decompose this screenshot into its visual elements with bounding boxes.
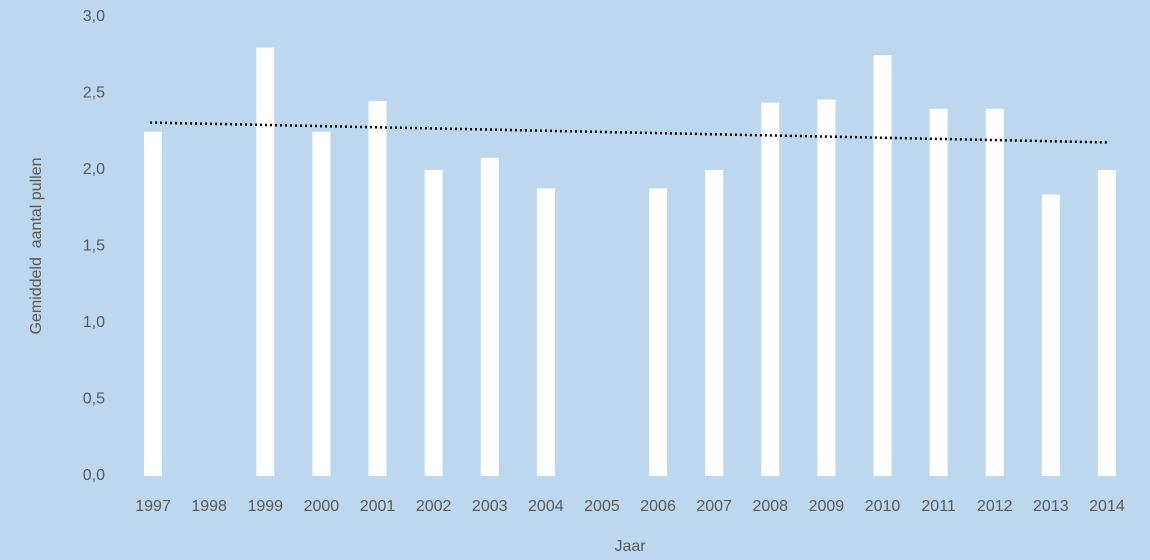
x-tick-label: 2011 bbox=[921, 498, 956, 515]
x-tick-label: 1997 bbox=[135, 498, 171, 515]
bar bbox=[1041, 194, 1060, 477]
x-tick-label: 2000 bbox=[304, 498, 340, 515]
bar bbox=[312, 131, 331, 476]
bar bbox=[817, 99, 836, 477]
y-tick-label: 1,5 bbox=[83, 238, 105, 255]
bar bbox=[536, 188, 555, 477]
y-tick-label: 0,0 bbox=[83, 467, 105, 484]
x-tick-label: 2007 bbox=[696, 498, 732, 515]
x-tick-label: 1999 bbox=[247, 498, 283, 515]
trend-line bbox=[150, 121, 1110, 144]
bar bbox=[368, 101, 387, 477]
bar bbox=[649, 188, 668, 477]
x-tick-label: 2004 bbox=[528, 498, 564, 515]
bar bbox=[480, 157, 499, 476]
x-axis-title: Jaar bbox=[614, 538, 646, 555]
x-tick-label: 2014 bbox=[1089, 498, 1125, 515]
x-tick-label: 2009 bbox=[809, 498, 845, 515]
x-tick-label: 2013 bbox=[1033, 498, 1069, 515]
x-tick-label: 2010 bbox=[865, 498, 901, 515]
y-axis-title: Gemiddeld aantal pullen bbox=[28, 157, 45, 334]
bar bbox=[1097, 170, 1116, 476]
y-tick-label: 1,0 bbox=[83, 314, 105, 331]
x-tick-label: 2005 bbox=[584, 498, 620, 515]
x-tick-label: 2008 bbox=[752, 498, 788, 515]
bar bbox=[985, 108, 1004, 477]
y-tick-label: 3,0 bbox=[83, 8, 105, 25]
bar bbox=[761, 102, 780, 477]
x-tick-label: 2006 bbox=[640, 498, 676, 515]
bar bbox=[929, 108, 948, 477]
bar bbox=[873, 55, 892, 476]
x-tick-label: 2003 bbox=[472, 498, 508, 515]
y-tick-label: 2,0 bbox=[83, 161, 105, 178]
x-tick-label: 2001 bbox=[360, 498, 396, 515]
x-tick-label: 2002 bbox=[416, 498, 452, 515]
x-tick-label: 2012 bbox=[977, 498, 1013, 515]
y-tick-label: 2,5 bbox=[83, 85, 105, 102]
bar bbox=[424, 170, 443, 476]
bar bbox=[256, 47, 275, 476]
bar bbox=[705, 170, 724, 476]
y-tick-label: 0,5 bbox=[83, 391, 105, 408]
x-tick-label: 1998 bbox=[191, 498, 227, 515]
bar bbox=[144, 131, 163, 476]
